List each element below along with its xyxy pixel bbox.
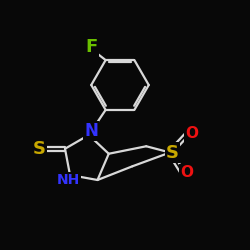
Text: NH: NH xyxy=(57,172,80,186)
Text: O: O xyxy=(186,126,198,141)
Text: O: O xyxy=(180,165,194,180)
Text: S: S xyxy=(32,140,45,158)
Text: F: F xyxy=(85,38,97,56)
Text: N: N xyxy=(84,122,98,140)
Text: S: S xyxy=(166,144,179,162)
